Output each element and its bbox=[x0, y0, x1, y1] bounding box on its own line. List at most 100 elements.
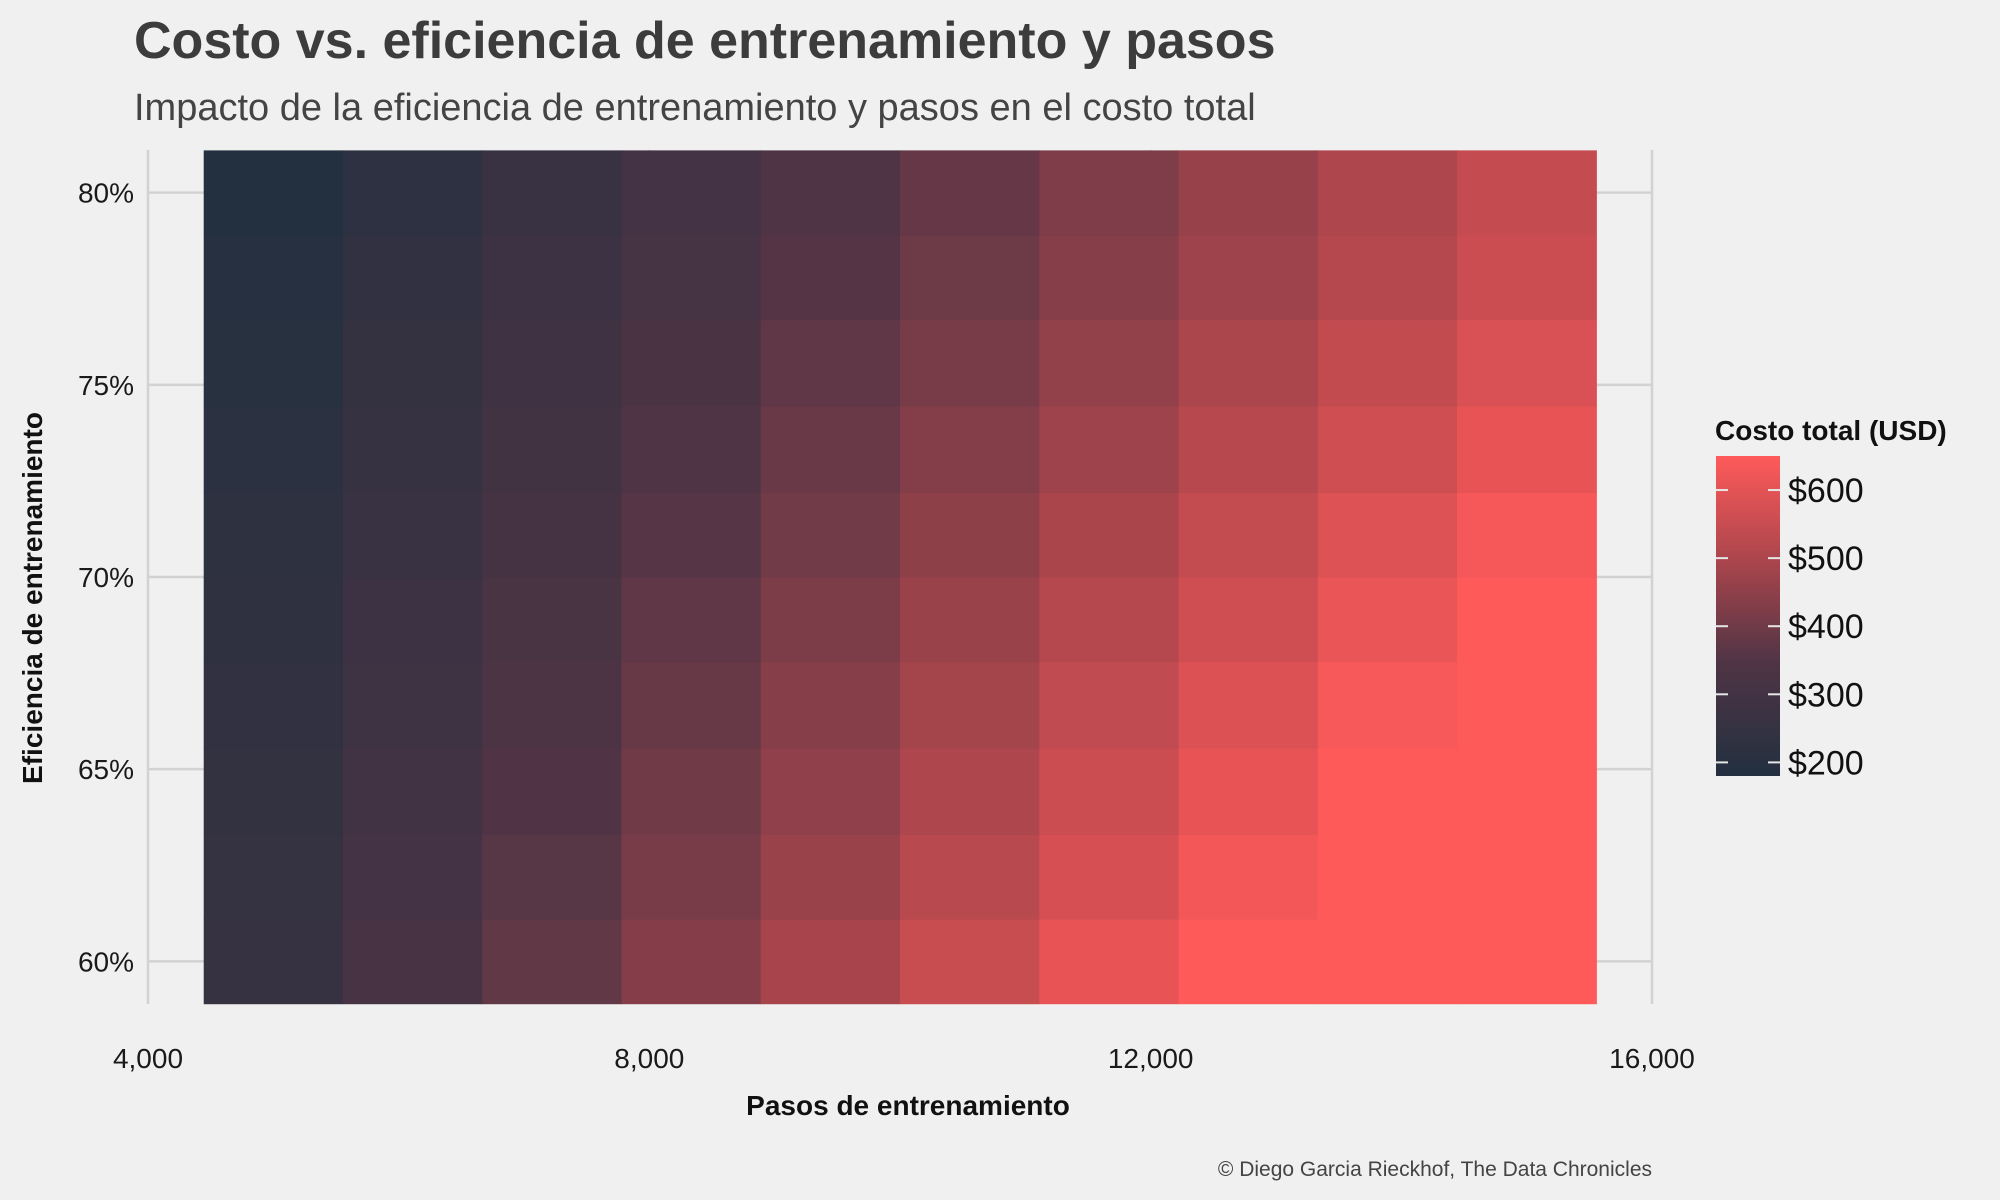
heatmap-cell bbox=[1457, 150, 1597, 236]
heatmap-cell bbox=[760, 405, 901, 494]
y-tick-label: 70% bbox=[78, 562, 134, 593]
heatmap-cell bbox=[203, 492, 344, 578]
colorbar-tick-label: $500 bbox=[1788, 540, 1864, 578]
colorbar-tick-label: $600 bbox=[1788, 472, 1864, 510]
legend-title: Costo total (USD) bbox=[1715, 415, 1947, 446]
heatmap-cell bbox=[482, 319, 623, 407]
heatmap-cell bbox=[1317, 577, 1458, 663]
heatmap-cell bbox=[482, 492, 623, 578]
heatmap-cell bbox=[342, 577, 483, 663]
heatmap-cell bbox=[760, 919, 901, 1005]
heatmap-cell bbox=[900, 748, 1040, 836]
chart-title: Costo vs. eficiencia de entrenamiento y … bbox=[134, 12, 1276, 70]
heatmap-cell bbox=[1178, 919, 1319, 1005]
heatmap-cell bbox=[621, 577, 762, 663]
heatmap-cell bbox=[342, 661, 483, 749]
heatmap-cell bbox=[760, 234, 901, 321]
heatmap-cell bbox=[342, 834, 483, 920]
heatmap-cell bbox=[342, 319, 483, 407]
heatmap-cell bbox=[621, 492, 762, 578]
heatmap-cell bbox=[760, 150, 901, 236]
heatmap-cell bbox=[1457, 834, 1597, 920]
x-tick-label: 16,000 bbox=[1609, 1043, 1695, 1074]
heatmap-cell bbox=[203, 834, 344, 920]
heatmap-cell bbox=[482, 661, 623, 749]
y-axis-ticks: 60% 65% 70% 75% 80% bbox=[78, 178, 134, 978]
heatmap-cell bbox=[1039, 234, 1180, 321]
y-axis-title: Eficiencia de entrenamiento bbox=[17, 412, 48, 784]
heatmap-cell bbox=[1457, 405, 1597, 494]
heatmap-cell bbox=[1039, 492, 1180, 578]
heatmap-cell bbox=[1457, 492, 1597, 578]
heatmap-cell bbox=[1178, 150, 1319, 236]
heatmap-cell bbox=[1039, 150, 1180, 236]
heatmap-cell bbox=[482, 748, 623, 836]
heatmap-cell bbox=[203, 319, 344, 407]
y-tick-label: 80% bbox=[78, 178, 134, 209]
heatmap-cell bbox=[482, 234, 623, 321]
heatmap-cell bbox=[1457, 919, 1597, 1005]
heatmap-cell bbox=[1178, 234, 1319, 321]
heatmap-cell bbox=[1457, 577, 1597, 663]
heatmap-cell bbox=[482, 577, 623, 663]
heatmap-cell bbox=[1457, 748, 1597, 836]
heatmap-cell bbox=[760, 834, 901, 920]
heatmap-cell bbox=[342, 234, 483, 321]
heatmap-cell bbox=[760, 748, 901, 836]
colorbar bbox=[1716, 456, 1780, 776]
heatmap-cell bbox=[203, 150, 344, 236]
heatmap-cell bbox=[1178, 577, 1319, 663]
heatmap-cell bbox=[1039, 661, 1180, 749]
y-tick-label: 60% bbox=[78, 946, 134, 977]
heatmap-cell bbox=[760, 492, 901, 578]
heatmap-cell bbox=[1039, 405, 1180, 494]
heatmap-cell bbox=[1039, 577, 1180, 663]
heatmap-cell bbox=[900, 492, 1040, 578]
heatmap-cell bbox=[482, 919, 623, 1005]
y-tick-label: 75% bbox=[78, 370, 134, 401]
color-legend: Costo total (USD) $200 $300 $400 $500 $600 bbox=[1715, 415, 1947, 782]
colorbar-ticks: $200 $300 $400 $500 $600 bbox=[1716, 472, 1864, 782]
heatmap-cell bbox=[1317, 150, 1458, 236]
heatmap-cell bbox=[482, 150, 623, 236]
heatmap-cell bbox=[342, 405, 483, 494]
heatmap-cell bbox=[1178, 748, 1319, 836]
heatmap-cell bbox=[900, 319, 1040, 407]
x-tick-label: 8,000 bbox=[614, 1043, 684, 1074]
heatmap-cell bbox=[900, 834, 1040, 920]
heatmap-cell bbox=[203, 748, 344, 836]
heatmap-cell bbox=[1178, 319, 1319, 407]
heatmap-cell bbox=[342, 919, 483, 1005]
heatmap-cell bbox=[342, 492, 483, 578]
heatmap-cell bbox=[621, 834, 762, 920]
heatmap-cell bbox=[900, 150, 1040, 236]
heatmap-cell bbox=[621, 405, 762, 494]
heatmap-cell bbox=[621, 150, 762, 236]
heatmap-cell bbox=[760, 577, 901, 663]
colorbar-tick-label: $200 bbox=[1788, 744, 1864, 782]
heatmap-cell bbox=[203, 234, 344, 321]
heatmap-cell bbox=[900, 405, 1040, 494]
heatmap-cell bbox=[621, 661, 762, 749]
heatmap-cell bbox=[1178, 492, 1319, 578]
heatmap-cell bbox=[900, 919, 1040, 1005]
heatmap-cell bbox=[1457, 319, 1597, 407]
heatmap-cell bbox=[203, 577, 344, 663]
heatmap-cell bbox=[1317, 319, 1458, 407]
heatmap-cell bbox=[1178, 661, 1319, 749]
heatmap-cell bbox=[1178, 834, 1319, 920]
heatmap-cell bbox=[1457, 661, 1597, 749]
heatmap-cell bbox=[342, 150, 483, 236]
heatmap-cell bbox=[1317, 834, 1458, 920]
heatmap-cell bbox=[621, 748, 762, 836]
heatmap-cell bbox=[621, 319, 762, 407]
heatmap-cell bbox=[482, 405, 623, 494]
heatmap-cell bbox=[203, 661, 344, 749]
heatmap-cell bbox=[900, 234, 1040, 321]
heatmap-cell bbox=[1317, 661, 1458, 749]
heatmap-cell bbox=[342, 748, 483, 836]
heatmap-cell bbox=[1457, 234, 1597, 321]
chart-subtitle: Impacto de la eficiencia de entrenamient… bbox=[134, 87, 1256, 129]
colorbar-tick-label: $400 bbox=[1788, 608, 1864, 646]
